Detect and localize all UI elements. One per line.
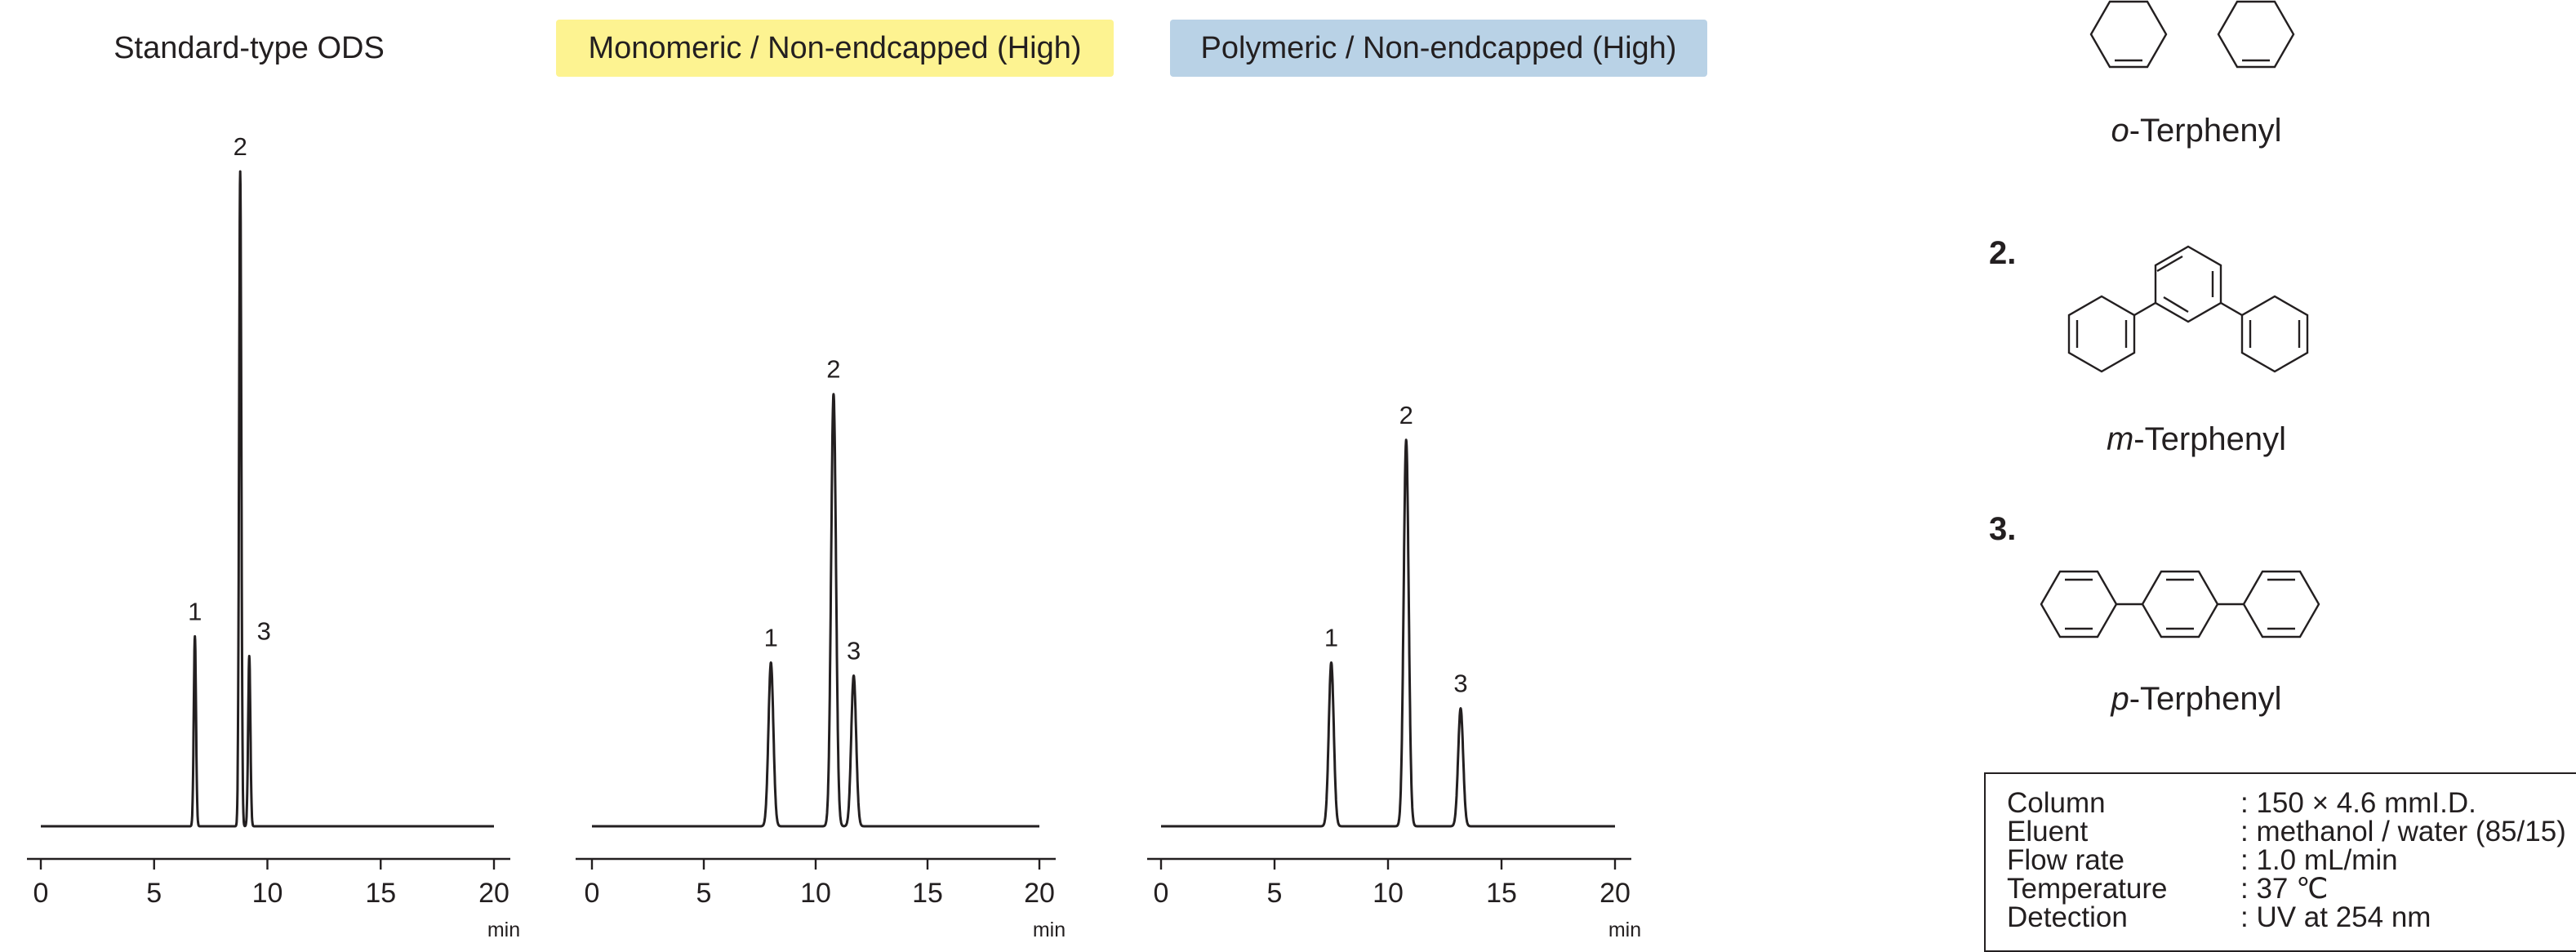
o-terphenyl-structure (2089, 0, 2295, 69)
x-tick-label: 15 (365, 878, 396, 909)
p-terphenyl-structure (2040, 570, 2320, 638)
compound-2-suffix: -Terphenyl (2133, 421, 2287, 457)
peak-label-2: 2 (826, 355, 840, 384)
x-tick-label: 20 (478, 878, 509, 909)
x-tick-label: 0 (33, 878, 49, 909)
condition-label: Eluent (2007, 816, 2089, 847)
chart-title-polymeric: Polymeric / Non-endcapped (High) (1170, 20, 1707, 77)
x-tick-label: 5 (1267, 878, 1283, 909)
compound-3-number: 3. (1989, 511, 2017, 547)
condition-label: Detection (2007, 901, 2128, 933)
x-tick-label: 5 (146, 878, 162, 909)
chromatogram-charts: 1 2 3 0 5 10 15 20 min 1 2 3 0 5 10 15 20 min 1 2 3 0 5 10 15 20 m… (27, 132, 1641, 936)
x-tick-label: 0 (585, 878, 600, 909)
compound-3-prefix: p (2111, 681, 2129, 717)
condition-row-flow-rate: Flow rate : 1.0 mL/min (2007, 846, 2576, 874)
x-tick-label: 20 (1024, 878, 1055, 909)
compound-1-prefix: o (2111, 113, 2129, 149)
peak-label-3: 3 (1453, 670, 1467, 698)
peak-label-1: 1 (188, 597, 202, 625)
condition-row-detection: Detection : UV at 254 nm (2007, 903, 2576, 932)
x-tick-label: 10 (252, 878, 283, 909)
x-tick-label: 10 (1373, 878, 1404, 909)
compound-2-prefix: m (2106, 421, 2134, 457)
m-terphenyl-structure (2067, 245, 2309, 373)
compound-3-name: p-Terphenyl (1968, 681, 2425, 718)
condition-value: : 150 × 4.6 mmI.D. (2240, 787, 2476, 819)
condition-value: : 37 ℃ (2240, 873, 2329, 905)
condition-row-column: Column : 150 × 4.6 mmI.D. (2007, 789, 2576, 817)
condition-row-temperature: Temperature : 37 ℃ (2007, 874, 2576, 903)
x-axis-unit-label: min (1033, 919, 1066, 936)
chromatogram-trace (590, 393, 1041, 828)
conditions-box: Column : 150 × 4.6 mmI.D. Eluent : metha… (1984, 772, 2576, 952)
condition-value: : 1.0 mL/min (2240, 844, 2398, 876)
compound-2-number: 2. (1989, 235, 2017, 271)
x-tick-label: 0 (1154, 878, 1169, 909)
compound-1-suffix: -Terphenyl (2129, 113, 2282, 149)
x-axis-unit-label: min (1608, 919, 1641, 936)
chart-title-standard-ods: Standard-type ODS (113, 30, 385, 65)
chromatogram-trace (39, 170, 496, 828)
peak-label-1: 1 (1324, 624, 1338, 652)
peak-label-2: 2 (234, 132, 247, 161)
condition-label: Flow rate (2007, 844, 2124, 876)
compound-3-suffix: -Terphenyl (2129, 681, 2282, 717)
condition-label: Temperature (2007, 873, 2168, 905)
peak-label-2: 2 (1399, 401, 1413, 429)
compound-1-name: o-Terphenyl (1968, 113, 2425, 149)
condition-value: : UV at 254 nm (2240, 901, 2431, 933)
condition-label: Column (2007, 787, 2106, 819)
peak-label-1: 1 (764, 624, 778, 652)
x-axis-unit-label: min (487, 919, 520, 936)
condition-value: : methanol / water (85/15) (2240, 816, 2566, 847)
x-tick-label: 15 (1486, 878, 1517, 909)
chart-title-monomeric: Monomeric / Non-endcapped (High) (556, 20, 1114, 77)
peak-label-3: 3 (257, 617, 271, 646)
compound-2-name: m-Terphenyl (1968, 421, 2425, 458)
x-tick-label: 10 (800, 878, 831, 909)
condition-row-eluent: Eluent : methanol / water (85/15) (2007, 817, 2576, 846)
x-tick-label: 5 (696, 878, 712, 909)
peak-label-3: 3 (847, 637, 861, 665)
chromatogram-trace (1159, 438, 1617, 828)
x-tick-label: 20 (1599, 878, 1631, 909)
x-tick-label: 15 (912, 878, 943, 909)
